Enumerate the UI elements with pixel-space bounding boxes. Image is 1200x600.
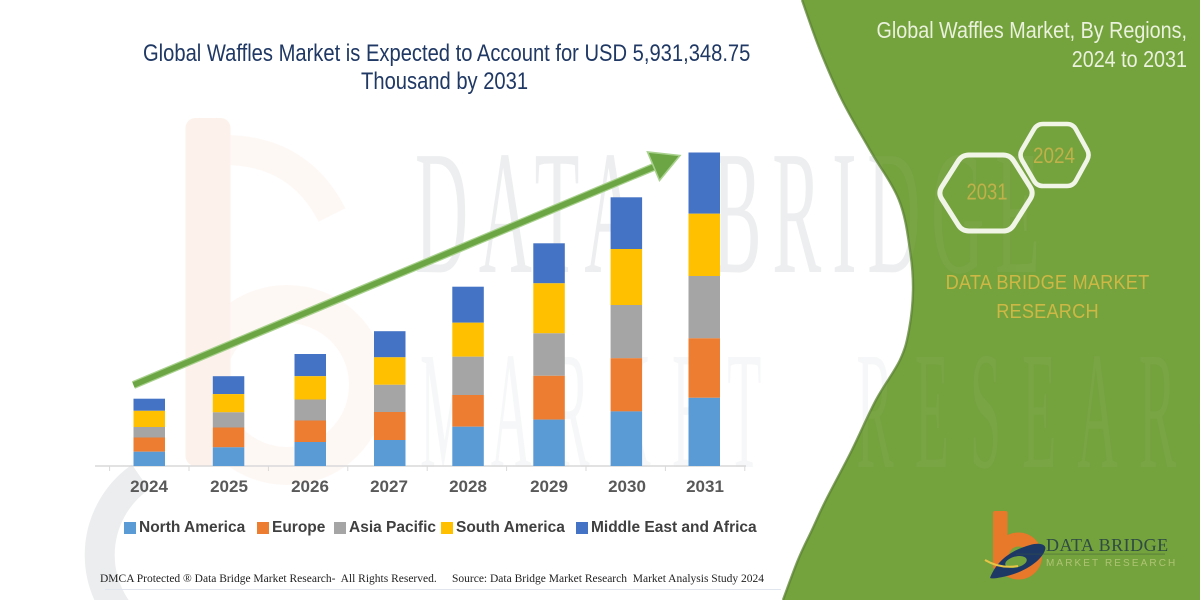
svg-text:DATA BRIDGE: DATA BRIDGE [1046, 535, 1169, 555]
svg-text:MARKET RESEARCH: MARKET RESEARCH [1046, 558, 1177, 569]
svg-text:2024: 2024 [1033, 143, 1075, 168]
svg-text:2031: 2031 [967, 179, 1008, 205]
